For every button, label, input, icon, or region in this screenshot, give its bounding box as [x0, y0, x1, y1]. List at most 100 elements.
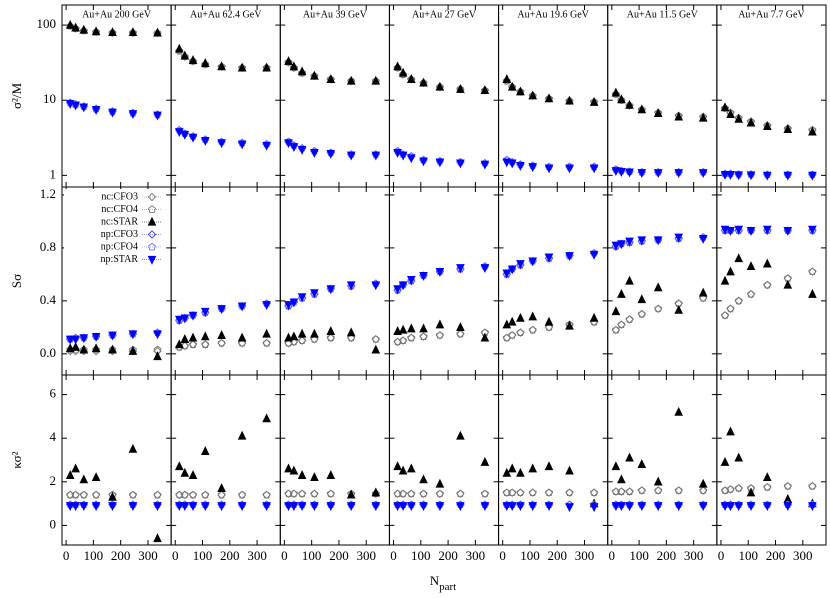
data-point: [371, 335, 380, 343]
data-point: [808, 267, 817, 276]
data-point: [71, 335, 80, 345]
data-point: [297, 502, 307, 512]
data-point: [762, 502, 772, 512]
data-point: [153, 111, 162, 121]
legend-marker: [148, 205, 156, 213]
data-point: [188, 470, 198, 479]
data-point: [237, 302, 247, 312]
panel-title: Au+Au 27 GeV: [412, 9, 477, 20]
data-point: [611, 90, 620, 98]
data-point: [217, 339, 226, 347]
panel-frame: [388, 4, 500, 188]
data-point: [71, 490, 80, 499]
data-point: [419, 272, 428, 281]
data-point: [406, 154, 416, 164]
data-point: [726, 426, 735, 436]
data-point: [406, 276, 416, 285]
data-point: [625, 168, 634, 178]
data-point: [720, 171, 730, 180]
data-point: [611, 167, 621, 177]
data-point: [398, 151, 408, 161]
data-point: [289, 489, 298, 498]
x-tick-label: 300: [138, 548, 158, 563]
data-point: [406, 323, 416, 333]
data-point: [419, 502, 428, 512]
data-point: [653, 486, 663, 495]
data-point: [783, 482, 792, 490]
data-point: [653, 476, 663, 486]
data-point: [617, 487, 626, 495]
data-point: [726, 502, 735, 512]
data-point: [625, 101, 634, 110]
data-point: [419, 489, 428, 499]
data-point: [544, 502, 554, 512]
data-point: [128, 110, 138, 120]
panel-frame: [607, 374, 718, 546]
data-point: [188, 133, 198, 143]
panel-title: Au+Au 200 GeV: [82, 9, 152, 20]
data-point: [528, 90, 538, 100]
data-point: [153, 490, 162, 499]
data-point: [637, 309, 647, 319]
x-tick-label: 300: [356, 548, 376, 563]
data-point: [180, 314, 190, 324]
data-point: [456, 329, 465, 339]
data-point: [720, 311, 730, 320]
data-point: [734, 171, 744, 181]
data-point: [180, 52, 189, 61]
x-tick-label: 200: [657, 548, 677, 563]
data-point: [174, 315, 184, 325]
data-point: [289, 502, 299, 512]
data-point: [326, 333, 335, 342]
data-point: [174, 339, 184, 349]
data-point: [371, 75, 381, 85]
x-tick-label: 0: [718, 548, 725, 563]
data-point: [502, 269, 512, 279]
data-point: [128, 443, 138, 453]
data-point: [188, 490, 197, 499]
x-tick-label: 200: [220, 548, 240, 563]
data-point: [528, 502, 538, 512]
data-point: [297, 293, 307, 303]
data-point: [589, 312, 599, 322]
data-point: [625, 315, 634, 323]
data-point: [456, 502, 465, 512]
data-point: [71, 463, 80, 473]
data-point: [419, 474, 428, 484]
data-point: [763, 280, 772, 290]
panel-frame: [388, 186, 500, 376]
data-point: [480, 502, 490, 512]
data-point: [91, 502, 101, 512]
data-point: [174, 461, 184, 471]
data-point: [611, 502, 621, 512]
data-point: [783, 279, 793, 289]
data-point: [435, 489, 445, 499]
data-point: [808, 225, 817, 235]
data-point: [746, 290, 755, 298]
data-point: [508, 488, 517, 497]
panel-frame: [607, 186, 718, 376]
data-point: [79, 334, 89, 344]
data-point: [435, 502, 445, 512]
data-point: [699, 294, 708, 302]
x-tick-label: 100: [629, 548, 649, 563]
data-point: [456, 83, 465, 93]
panel-frame: [61, 374, 172, 546]
data-point: [637, 169, 647, 179]
data-point: [637, 104, 647, 114]
data-point: [590, 488, 599, 497]
data-point: [153, 490, 162, 500]
data-point: [128, 27, 138, 37]
x-tick-label: 0: [281, 548, 288, 563]
data-point: [734, 484, 743, 493]
data-point: [238, 339, 247, 347]
data-point: [79, 474, 89, 484]
data-point: [456, 430, 465, 440]
data-point: [91, 105, 101, 115]
data-point: [637, 486, 647, 495]
data-point: [721, 311, 730, 319]
data-point: [611, 241, 621, 251]
data-point: [435, 478, 445, 488]
data-point: [734, 225, 744, 235]
x-tick-label: 0: [63, 548, 70, 563]
